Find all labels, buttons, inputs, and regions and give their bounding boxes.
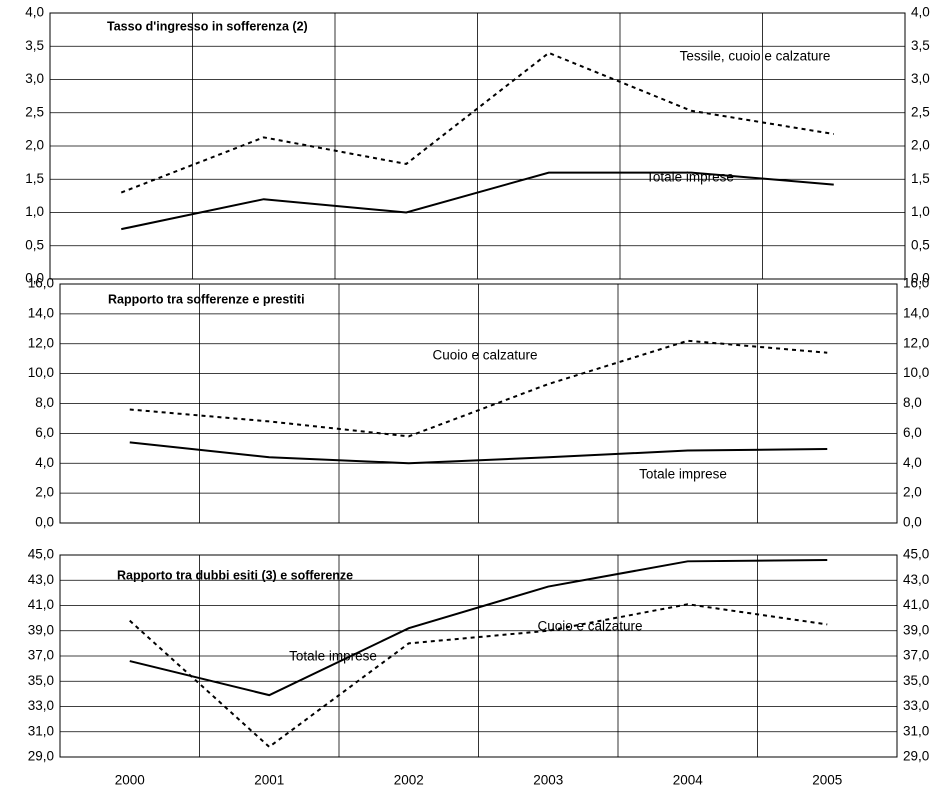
y-tick-label: 29,0 [28, 749, 54, 764]
series-line [129, 339, 828, 438]
y-tick-label: 0,0 [35, 515, 54, 530]
y-tick-label: 4,0 [25, 5, 44, 20]
series-label: Cuoio e calzature [432, 348, 537, 363]
x-tick-label: 2002 [394, 773, 424, 788]
y2-tick-label: 12,0 [903, 335, 929, 350]
y2-tick-label: 10,0 [903, 365, 929, 380]
x-tick-label: 2003 [533, 773, 563, 788]
series-line [129, 559, 828, 697]
y2-tick-label: 4,0 [903, 455, 922, 470]
chart-title: Rapporto tra dubbi esiti (3) e sofferenz… [117, 568, 353, 582]
series-line [121, 171, 834, 231]
y-tick-label: 0,0 [25, 271, 44, 286]
series-line [120, 51, 834, 194]
y-tick-label: 43,0 [28, 572, 54, 587]
y2-tick-label: 0,5 [911, 237, 930, 252]
y-tick-label: 1,5 [25, 171, 44, 186]
series-line [129, 441, 828, 465]
y2-tick-label: 0,0 [911, 271, 930, 286]
y2-tick-label: 43,0 [903, 572, 929, 587]
chart-title: Tasso d'ingresso in sofferenza (2) [107, 19, 308, 33]
y-tick-label: 4,0 [35, 455, 54, 470]
y2-tick-label: 35,0 [903, 673, 929, 688]
y2-tick-label: 41,0 [903, 597, 929, 612]
y-tick-label: 8,0 [35, 395, 54, 410]
y-tick-label: 2,0 [35, 485, 54, 500]
y-tick-label: 1,0 [25, 204, 44, 219]
y2-tick-label: 14,0 [903, 305, 929, 320]
y-tick-label: 10,0 [28, 365, 54, 380]
y2-tick-label: 16,0 [903, 276, 929, 291]
series-line [129, 603, 828, 749]
y-tick-label: 33,0 [28, 698, 54, 713]
y-tick-label: 45,0 [28, 547, 54, 562]
y-tick-label: 3,0 [25, 71, 44, 86]
y2-tick-label: 8,0 [903, 395, 922, 410]
x-tick-label: 2001 [254, 773, 284, 788]
y2-tick-label: 37,0 [903, 648, 929, 663]
y2-tick-label: 3,5 [911, 38, 930, 53]
y2-tick-label: 4,0 [911, 5, 930, 20]
y-tick-label: 31,0 [28, 723, 54, 738]
y-tick-label: 12,0 [28, 335, 54, 350]
y2-tick-label: 29,0 [903, 749, 929, 764]
y2-tick-label: 1,0 [911, 204, 930, 219]
y-tick-label: 14,0 [28, 305, 54, 320]
x-tick-label: 2005 [812, 773, 842, 788]
y2-tick-label: 2,5 [911, 104, 930, 119]
y-tick-label: 35,0 [28, 673, 54, 688]
y-tick-label: 37,0 [28, 648, 54, 663]
y2-tick-label: 33,0 [903, 698, 929, 713]
series-label: Totale imprese [639, 467, 727, 482]
y-tick-label: 6,0 [35, 425, 54, 440]
y-tick-label: 39,0 [28, 622, 54, 637]
y-tick-label: 0,5 [25, 237, 44, 252]
y2-tick-label: 3,0 [911, 71, 930, 86]
y2-tick-label: 0,0 [903, 515, 922, 530]
y-tick-label: 2,0 [25, 138, 44, 153]
y2-tick-label: 2,0 [911, 138, 930, 153]
chart-title: Rapporto tra sofferenze e prestiti [108, 292, 305, 306]
y-tick-label: 3,5 [25, 38, 44, 53]
y2-tick-label: 2,0 [903, 485, 922, 500]
x-tick-label: 2000 [115, 773, 145, 788]
y-tick-label: 16,0 [28, 276, 54, 291]
series-label: Tessile, cuoio e calzature [680, 49, 831, 64]
x-tick-label: 2004 [673, 773, 704, 788]
y-tick-label: 2,5 [25, 104, 44, 119]
y2-tick-label: 31,0 [903, 723, 929, 738]
y2-tick-label: 45,0 [903, 547, 929, 562]
y2-tick-label: 1,5 [911, 171, 930, 186]
series-label: Totale imprese [289, 649, 377, 664]
y2-tick-label: 6,0 [903, 425, 922, 440]
series-label: Totale imprese [646, 170, 734, 185]
y2-tick-label: 39,0 [903, 622, 929, 637]
series-label: Cuoio e calzature [537, 619, 642, 634]
y-tick-label: 41,0 [28, 597, 54, 612]
